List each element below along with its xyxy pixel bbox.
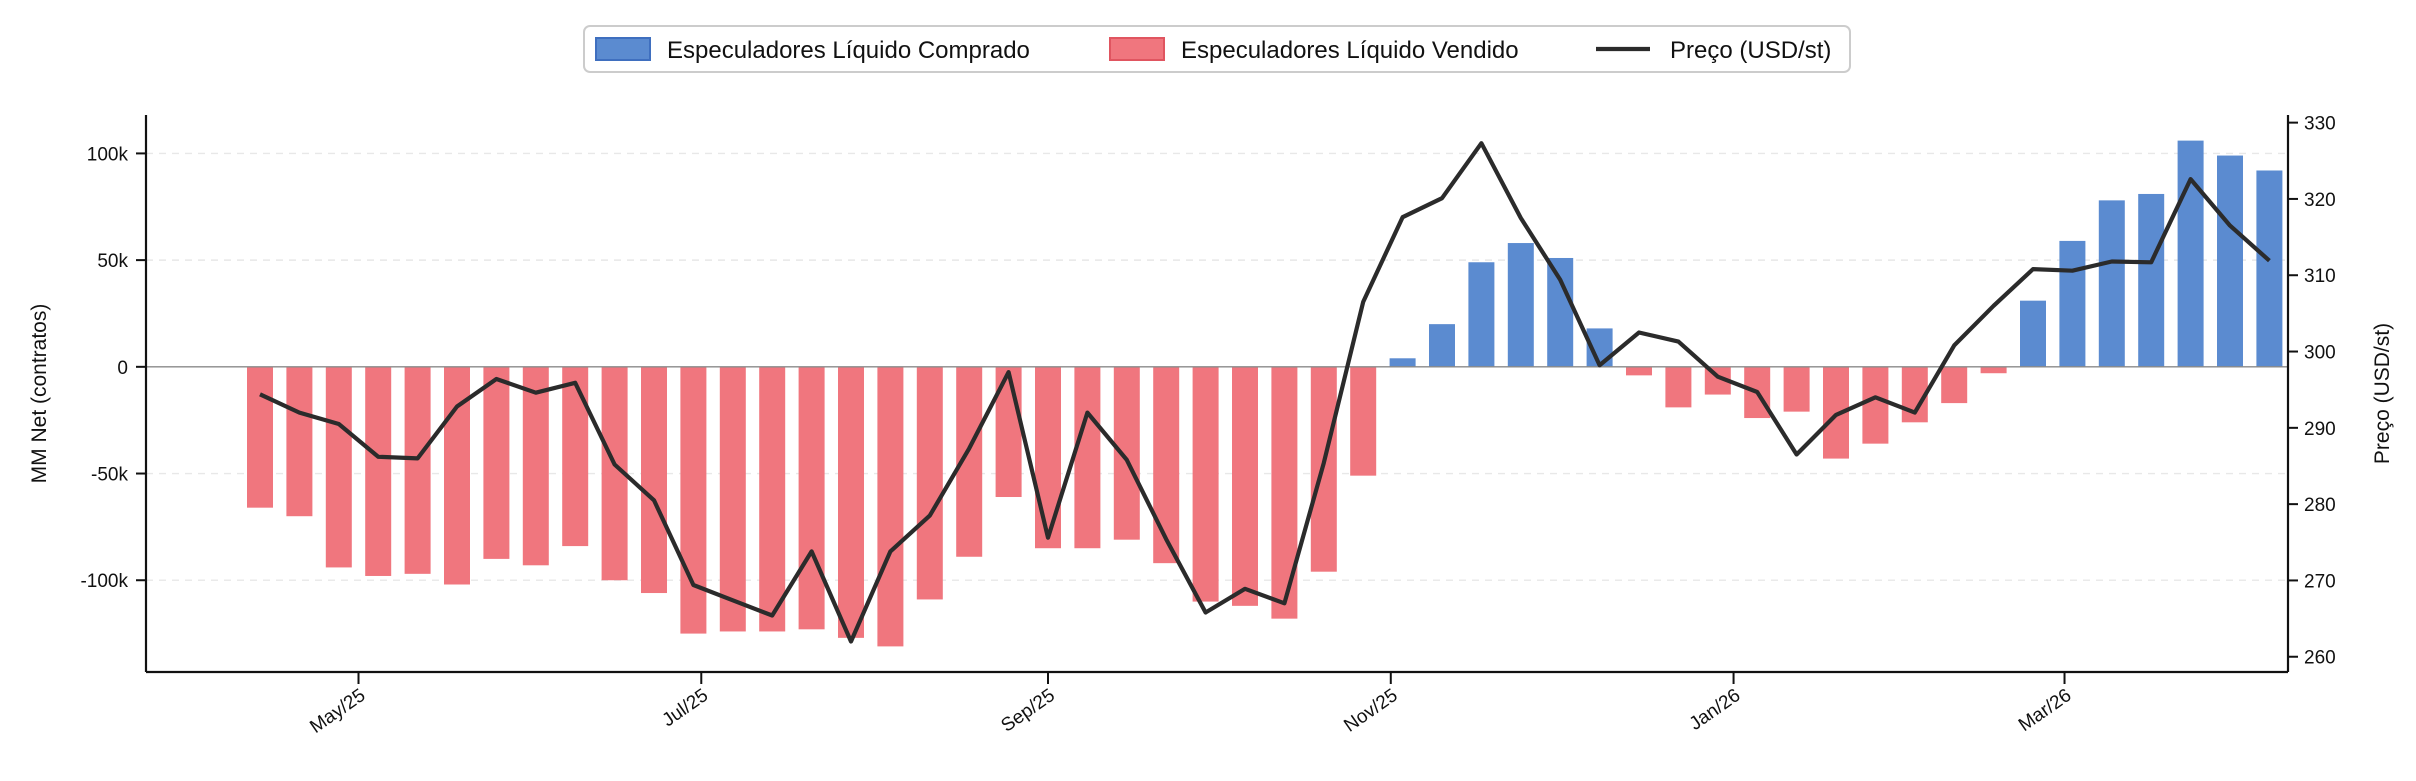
legend-swatch-comprado [595,37,651,61]
bar-net-long [2217,155,2243,367]
bar-net-short [1192,366,1219,602]
bar-net-short [404,366,431,574]
bar-net-short [1783,366,1810,412]
bar-net-short [365,366,392,576]
y-right-tick-label: 300 [2304,343,2336,364]
bar-net-long [1547,257,1574,367]
bar-net-short [1271,366,1298,619]
legend-swatch-vendido [1109,37,1165,61]
bar-net-long [2098,200,2125,367]
bar-net-short [1350,366,1377,476]
bar-net-short [916,366,943,600]
legend-frame [583,25,1851,73]
bar-net-long [2138,193,2165,367]
bar-net-short [1113,366,1140,540]
bar-net-short [719,366,746,632]
bar-net-short [444,366,470,585]
bar-net-long [2177,140,2204,367]
bar-net-short [1980,366,2007,374]
y-right-tick-label: 280 [2304,495,2336,516]
bar-net-long [1468,262,1495,367]
y-left-tick-label: -50k [91,465,128,486]
bar-net-short [798,366,825,630]
bar-net-long [2020,300,2046,367]
y-left-tick-label: 0 [117,358,128,379]
bar-net-short [877,366,904,647]
bar-net-long [2059,240,2086,367]
bar-net-long [2256,170,2283,367]
bar-net-short [1035,366,1061,549]
y-right-tick-label: 330 [2304,114,2336,135]
bar-net-short [1862,366,1889,444]
bar-net-short [522,366,549,566]
bar-net-short [286,366,313,517]
bar-net-short [1626,366,1652,376]
legend-label-vendido: Especuladores Líquido Vendido [1181,37,1519,64]
y-left-tick-label: -100k [80,571,128,592]
y-axis-right-label: Preço (USD/st) [2371,323,2394,464]
bar-net-short [325,366,352,568]
price-line [259,141,2271,644]
bar-net-short [838,366,864,638]
legend-label-comprado: Especuladores Líquido Comprado [667,37,1030,64]
y-right-tick-label: 320 [2304,190,2336,211]
y-right-tick-label: 260 [2304,648,2336,669]
bar-net-long [1389,358,1416,367]
y-right-tick-label: 290 [2304,419,2336,440]
y-right-tick-label: 270 [2304,571,2336,592]
bar-net-short [680,366,707,634]
bar-net-short [1665,366,1692,408]
legend-label-price: Preço (USD/st) [1670,37,1831,64]
bar-net-long [1429,324,1455,367]
y-left-tick-label: 50k [97,251,128,272]
x-tick-label: Nov/25 [1340,685,1401,737]
bar-net-short [562,366,589,547]
legend: Especuladores Líquido Comprado Especulad… [583,25,1851,73]
bar-net-short [641,366,667,594]
bar-net-long [1507,243,1534,367]
x-tick-label: Jan/26 [1686,685,1745,735]
y-axis-left-label: MM Net (contratos) [28,304,51,484]
x-tick-label: Mar/26 [2015,685,2075,736]
bar-net-short [759,366,786,632]
y-left-tick-label: 100k [87,144,129,165]
bar-net-short [483,366,510,559]
bar-net-short [1232,366,1258,606]
x-tick-label: May/25 [306,685,369,738]
bar-net-short [1074,366,1101,549]
x-tick-label: Sep/25 [997,685,1058,737]
x-tick-label: Jul/25 [659,685,713,731]
bar-net-short [1153,366,1180,564]
y-right-tick-label: 310 [2304,266,2336,287]
bars [247,140,2283,647]
bar-net-short [247,366,273,508]
bar-net-short [1941,366,1968,404]
